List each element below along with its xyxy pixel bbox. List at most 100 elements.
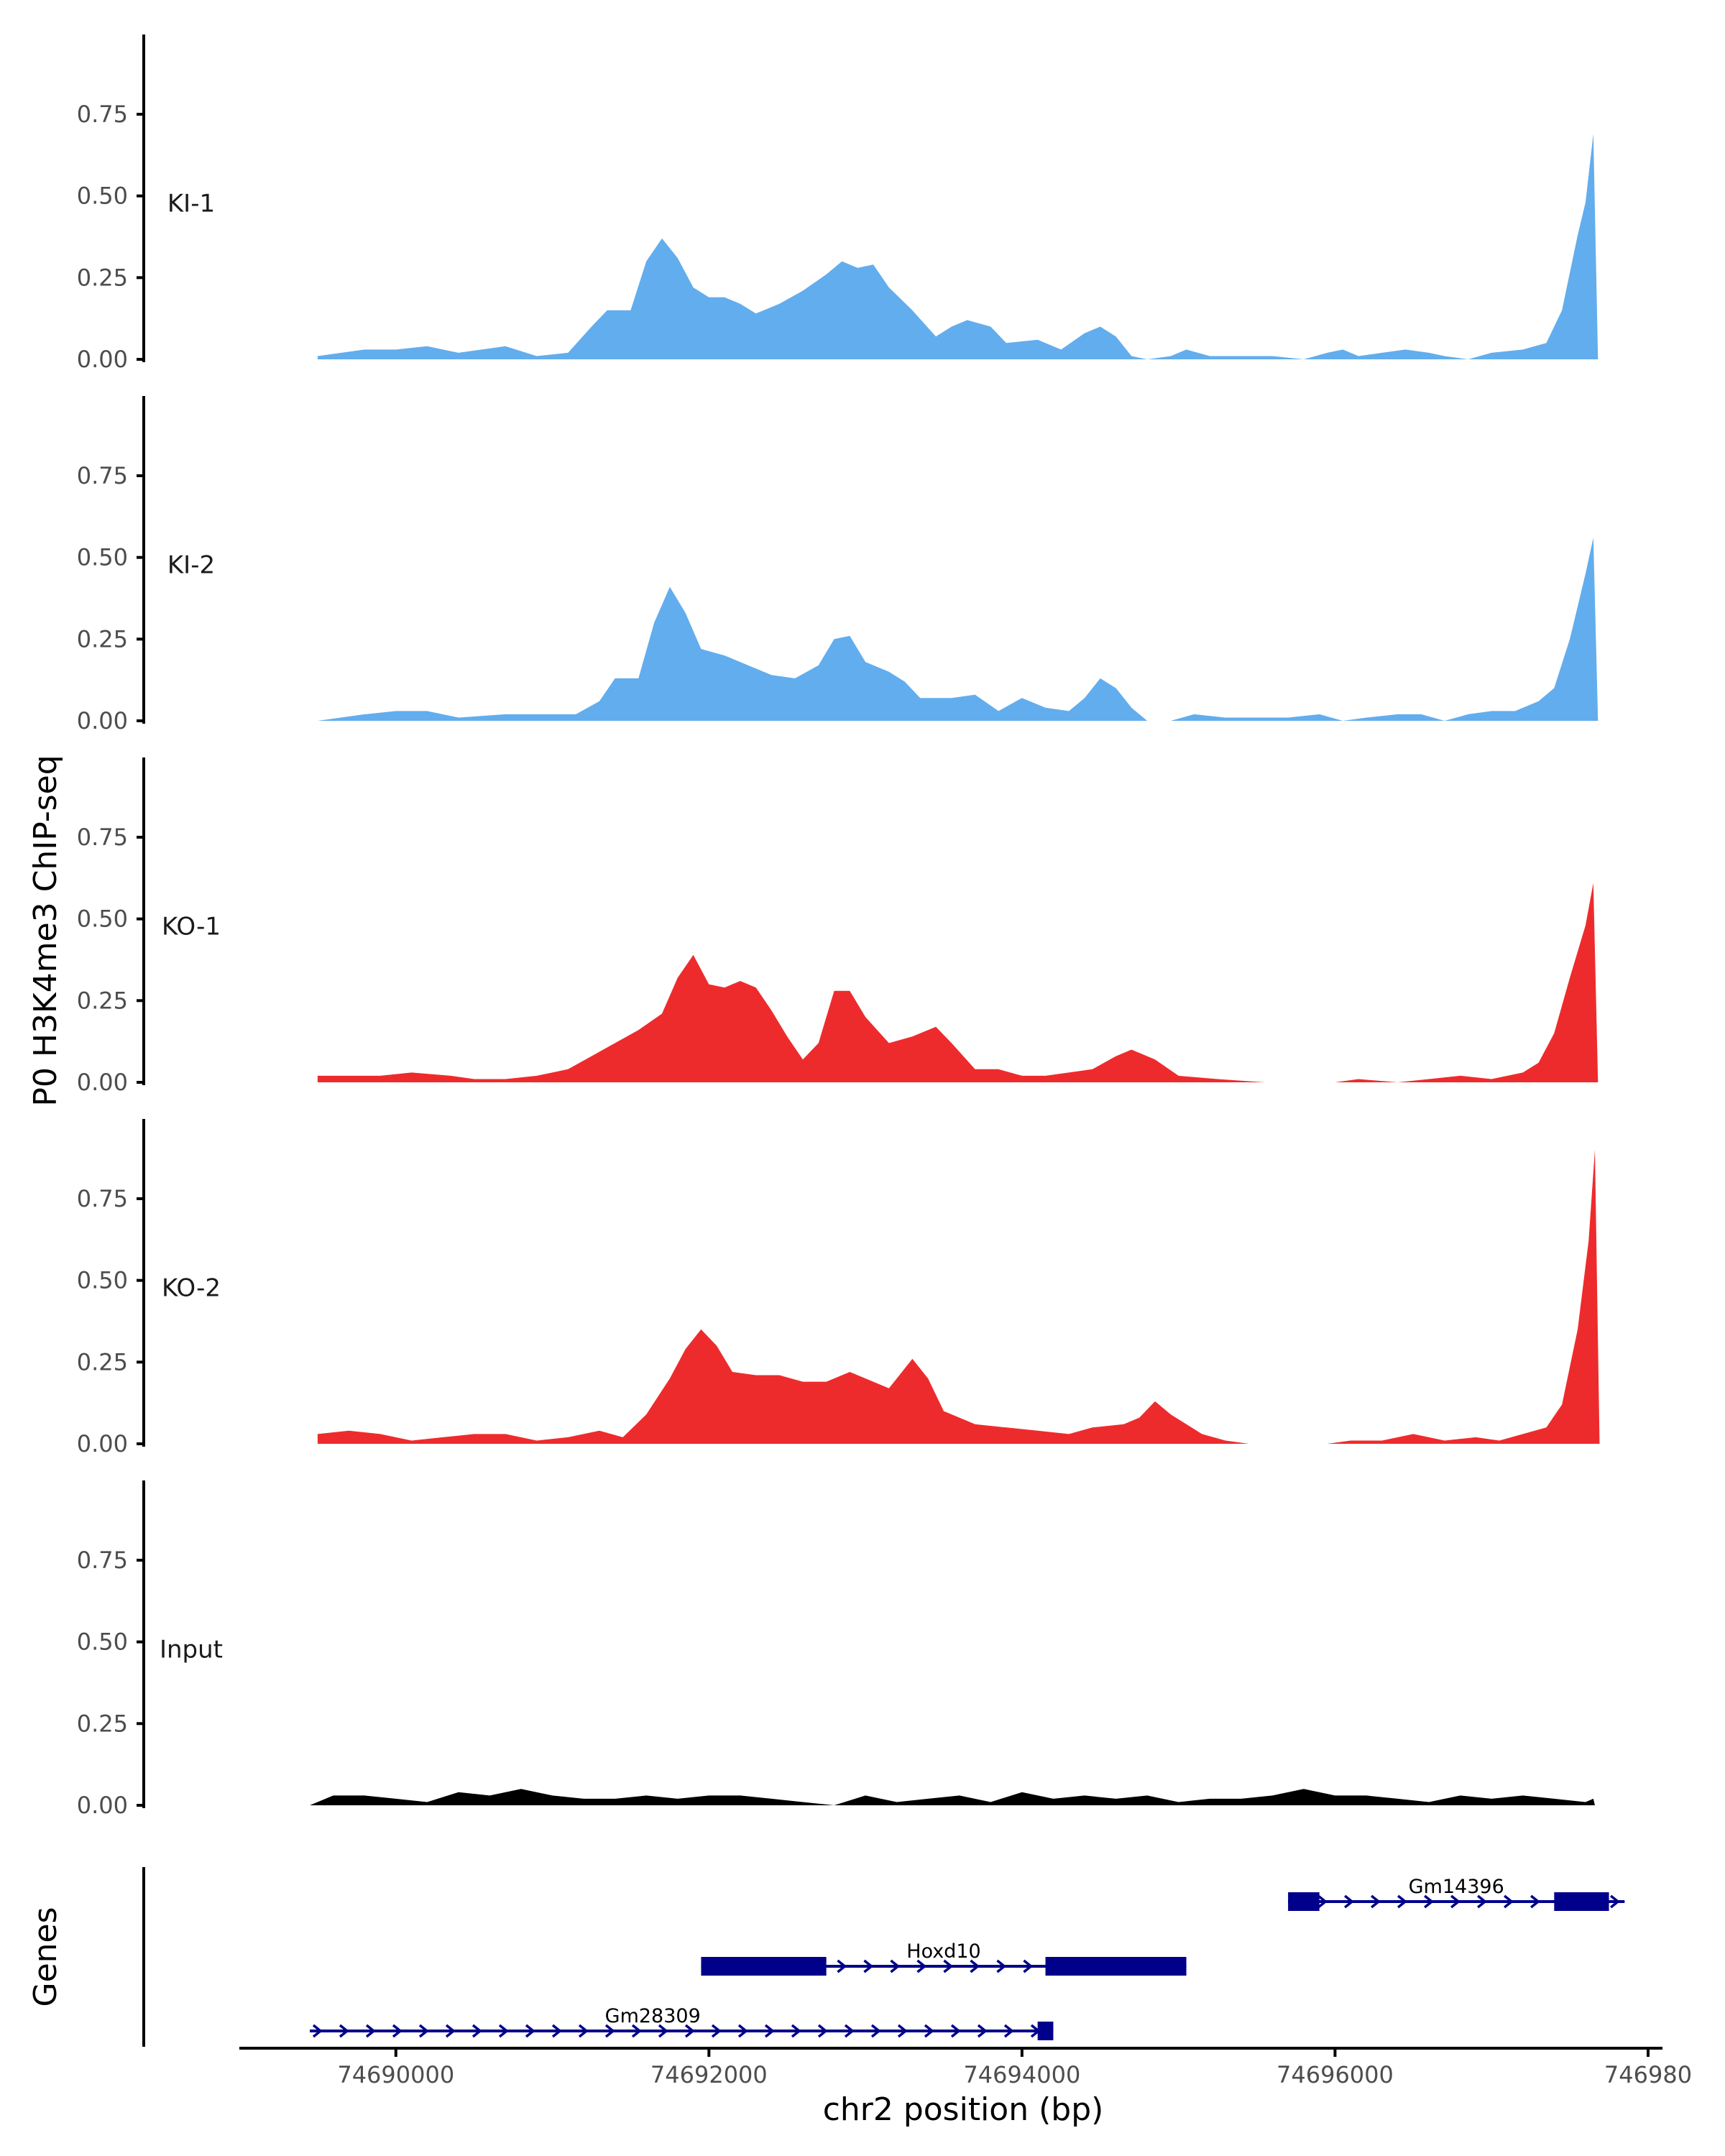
strand-arrow xyxy=(844,2024,855,2038)
y-tick-label: 0.00 xyxy=(77,1069,128,1096)
x-tick-label: 74692000 xyxy=(650,2061,768,2088)
strand-arrow xyxy=(1003,2024,1014,2038)
strand-arrow xyxy=(418,2024,429,2038)
track-panels: 0.00 0.25 0.50 0.75 KI-1 0.00 0.25 0.50 0.75 KI-2… xyxy=(77,34,1600,1819)
strand-arrow xyxy=(711,2024,722,2038)
strand-arrow xyxy=(791,2024,801,2038)
strand-arrow xyxy=(445,2024,456,2038)
strand-arrow xyxy=(943,1959,954,1973)
strand-arrow xyxy=(837,1959,847,1973)
y-tick-label: 0.25 xyxy=(77,987,128,1014)
strand-arrow xyxy=(924,2024,934,2038)
x-tick-label: 74694000 xyxy=(963,2061,1080,2088)
x-axis-title: chr2 position (bp) xyxy=(823,2091,1104,2128)
strand-arrow xyxy=(1504,1894,1514,1909)
strand-arrow xyxy=(631,2024,642,2038)
y-tick-label: 0.50 xyxy=(77,906,128,933)
strand-arrow xyxy=(684,2024,695,2038)
signal-area xyxy=(317,883,1598,1082)
strand-arrow xyxy=(1397,1894,1407,1909)
y-tick-label: 0.00 xyxy=(77,707,128,734)
strand-arrow xyxy=(365,2024,376,2038)
exon xyxy=(1037,2022,1054,2040)
genes-panel: Genes Gm14396 Hoxd10 Gm28309 xyxy=(27,1867,1625,2047)
y-tick-label: 0.75 xyxy=(77,1547,128,1574)
y-tick-label: 0.75 xyxy=(77,824,128,851)
strand-arrow xyxy=(1477,1894,1487,1909)
track-label: KI-1 xyxy=(167,190,215,218)
strand-arrow xyxy=(977,2024,988,2038)
gene-label: Gm28309 xyxy=(605,2005,701,2027)
strand-arrow xyxy=(916,1959,927,1973)
strand-arrow xyxy=(996,1959,1007,1973)
strand-arrow xyxy=(472,2024,482,2038)
strand-arrow xyxy=(1610,1894,1620,1909)
y-tick-label: 0.25 xyxy=(77,1710,128,1737)
y-tick-label: 0.50 xyxy=(77,1628,128,1656)
gene-label: Gm14396 xyxy=(1409,1876,1504,1898)
track-ki-1: 0.00 0.25 0.50 0.75 KI-1 xyxy=(77,34,1598,373)
gene-gm14396: Gm14396 xyxy=(1288,1876,1625,1911)
exon xyxy=(1288,1892,1320,1911)
y-tick-label: 0.75 xyxy=(77,1185,128,1212)
strand-arrow xyxy=(525,2024,535,2038)
y-tick-label: 0.00 xyxy=(77,1430,128,1457)
strand-arrow xyxy=(764,2024,775,2038)
strand-arrow xyxy=(863,1959,874,1973)
exon xyxy=(701,1957,827,1976)
strand-arrow xyxy=(1424,1894,1434,1909)
track-label: KO-2 xyxy=(162,1274,221,1303)
y-tick-label: 0.25 xyxy=(77,1348,128,1376)
strand-arrow xyxy=(578,2024,589,2038)
track-ko-1: 0.00 0.25 0.50 0.75 KO-1 xyxy=(77,757,1598,1096)
strand-arrow xyxy=(1530,1894,1540,1909)
exon xyxy=(1554,1892,1609,1911)
strand-arrow xyxy=(1344,1894,1354,1909)
strand-arrow xyxy=(890,1959,901,1973)
strand-arrow xyxy=(817,2024,828,2038)
gene-hoxd10: Hoxd10 xyxy=(701,1940,1187,1976)
exon xyxy=(1045,1957,1187,1976)
x-tick-label: 746980 xyxy=(1604,2061,1692,2088)
track-label: KO-1 xyxy=(162,913,221,941)
y-tick-label: 0.50 xyxy=(77,544,128,571)
signal-area xyxy=(317,134,1598,359)
strand-arrow xyxy=(551,2024,562,2038)
track-ko-2: 0.00 0.25 0.50 0.75 KO-2 xyxy=(77,1119,1600,1457)
x-tick-label: 74696000 xyxy=(1276,2061,1394,2088)
strand-arrow xyxy=(1317,1894,1328,1909)
strand-arrow xyxy=(1371,1894,1381,1909)
signal-area xyxy=(317,1149,1600,1444)
gene-gm28309: Gm28309 xyxy=(310,2005,1054,2040)
strand-arrow xyxy=(312,2024,323,2038)
strand-arrow xyxy=(604,2024,615,2038)
track-ki-2: 0.00 0.25 0.50 0.75 KI-2 xyxy=(77,396,1598,734)
strand-arrow xyxy=(1023,1959,1034,1973)
strand-arrow xyxy=(950,2024,961,2038)
y-axis-title: P0 H3K4me3 ChIP-seq xyxy=(27,755,64,1106)
y-tick-label: 0.00 xyxy=(77,1792,128,1819)
strand-arrow xyxy=(498,2024,509,2038)
genes-title: Genes xyxy=(27,1907,64,2007)
strand-arrow xyxy=(339,2024,349,2038)
x-tick-label: 74690000 xyxy=(337,2061,454,2088)
track-label: Input xyxy=(160,1636,223,1664)
strand-arrow xyxy=(737,2024,748,2038)
strand-arrow xyxy=(392,2024,402,2038)
y-tick-label: 0.75 xyxy=(77,101,128,128)
y-tick-label: 0.50 xyxy=(77,1267,128,1294)
gene-label: Hoxd10 xyxy=(906,1940,980,1963)
strand-arrow xyxy=(658,2024,668,2038)
strand-arrow xyxy=(870,2024,881,2038)
strand-arrow xyxy=(970,1959,980,1973)
strand-arrow xyxy=(1450,1894,1460,1909)
track-input: 0.00 0.25 0.50 0.75 Input xyxy=(77,1480,1595,1819)
track-label: KI-2 xyxy=(167,551,215,580)
y-tick-label: 0.25 xyxy=(77,625,128,653)
signal-area xyxy=(317,538,1598,721)
y-tick-label: 0.25 xyxy=(77,264,128,291)
signal-area xyxy=(310,1789,1595,1805)
y-tick-label: 0.75 xyxy=(77,462,128,489)
x-axis: 74690000 74692000 74694000 74696000 746980 xyxy=(239,2047,1692,2088)
